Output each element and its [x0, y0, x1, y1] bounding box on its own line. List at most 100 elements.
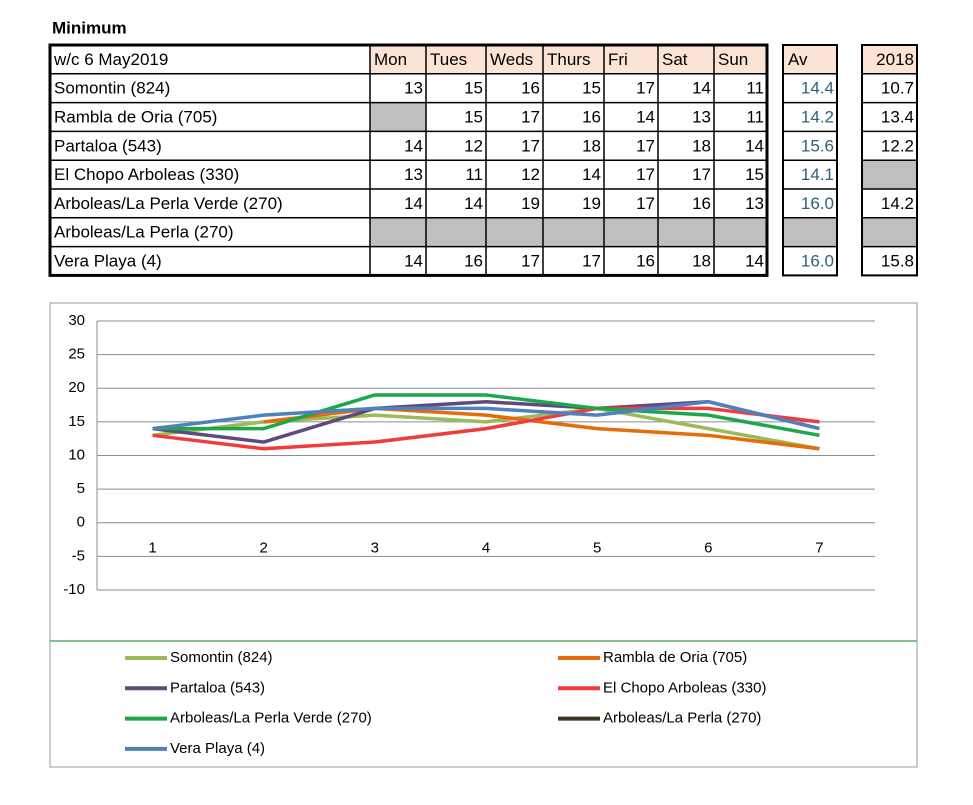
cell: 11 [746, 107, 764, 126]
y-tick-label: 5 [77, 480, 85, 497]
cell: 12 [521, 165, 540, 184]
cell: 13 [404, 79, 423, 98]
cell: 16 [636, 251, 655, 270]
cell: 14.2 [881, 194, 914, 213]
cell: 13.4 [881, 107, 914, 126]
table-border [782, 44, 838, 277]
y-tick-label: 30 [68, 312, 85, 329]
x-tick-label: 3 [371, 540, 379, 557]
cell: 14 [582, 165, 601, 184]
column-header: Tues [430, 50, 467, 69]
row-label: Arboleas/La Perla Verde (270) [54, 194, 283, 213]
cell: 17 [582, 251, 601, 270]
header-cell [370, 45, 426, 74]
cell: 15 [582, 79, 601, 98]
header-cell [604, 45, 658, 74]
column-header: Thurs [547, 50, 590, 69]
cell: 17 [636, 136, 655, 155]
cell: 14 [404, 251, 423, 270]
row-label: El Chopo Arboleas (330) [54, 165, 239, 184]
legend-label: Partaloa (543) [170, 679, 265, 696]
cell: 15.8 [881, 251, 914, 270]
row-label: Rambla de Oria (705) [54, 107, 217, 126]
cell: 14 [404, 136, 423, 155]
header-cell [862, 45, 917, 74]
cell: 14 [745, 251, 764, 270]
x-tick-label: 7 [815, 540, 823, 557]
empty-cell [658, 217, 714, 247]
cell: 17 [521, 136, 540, 155]
column-header: Av [788, 50, 808, 69]
empty-cell [486, 217, 543, 247]
cell: 15 [464, 79, 483, 98]
x-tick-label: 1 [148, 540, 156, 557]
cell: 11 [746, 79, 764, 98]
row-label: Vera Playa (4) [54, 251, 162, 270]
y-tick-label: 20 [68, 379, 85, 396]
x-tick-label: 2 [260, 540, 268, 557]
y-tick-label: -5 [72, 547, 85, 564]
legend-label: Arboleas/La Perla Verde (270) [170, 710, 372, 727]
cell: 14 [692, 79, 711, 98]
table-title: Minimum [52, 18, 127, 37]
cell: 15.6 [801, 136, 834, 155]
cell: 16 [692, 194, 711, 213]
legend-label: Vera Playa (4) [170, 740, 265, 757]
table: w/c 6 May2019 Mon Tues Weds Thurs Fri Sat Sun Av… [48, 43, 918, 277]
row-label: Arboleas/La Perla (270) [54, 223, 234, 242]
cell: 12.2 [881, 136, 914, 155]
header-cell [783, 45, 837, 74]
header-cell [426, 45, 486, 74]
cell: 16 [521, 79, 540, 98]
table-border [861, 44, 918, 277]
y-tick-label: 25 [68, 346, 85, 363]
cell: 15 [464, 107, 483, 126]
cell: 14 [636, 107, 655, 126]
row-label: Somontin (824) [54, 79, 170, 98]
empty-cell [783, 217, 837, 247]
legend-label: Somontin (824) [170, 649, 273, 666]
cell: 17 [692, 165, 711, 184]
cell: 17 [521, 107, 540, 126]
empty-cell [714, 217, 767, 247]
cell: 14.2 [801, 107, 834, 126]
cell: 14 [404, 194, 423, 213]
cell: 14.4 [801, 79, 834, 98]
header-cell [658, 45, 714, 74]
cell: 13 [404, 165, 423, 184]
cell: 17 [636, 79, 655, 98]
cell: 19 [582, 194, 601, 213]
cell: 18 [692, 251, 711, 270]
header-cell [543, 45, 604, 74]
empty-cell [862, 160, 917, 189]
cell: 10.7 [881, 79, 914, 98]
cell: 19 [521, 194, 540, 213]
table-border [48, 43, 769, 277]
column-header: Sun [718, 50, 748, 69]
row-label: Partaloa (543) [54, 136, 162, 155]
cell: 11 [465, 165, 483, 184]
cell: 13 [692, 107, 711, 126]
y-tick-label: 15 [68, 413, 85, 430]
column-header: Mon [374, 50, 407, 69]
y-tick-label: 0 [77, 514, 85, 531]
y-tick-label: -10 [63, 581, 85, 598]
series-line [152, 399, 820, 431]
cell: 12 [464, 136, 483, 155]
cell: 17 [636, 194, 655, 213]
column-header: Weds [490, 50, 533, 69]
cell: 16.0 [801, 251, 834, 270]
series-line [152, 406, 820, 451]
cell: 18 [692, 136, 711, 155]
column-header: Fri [608, 50, 628, 69]
header-cell [714, 45, 767, 74]
empty-cell [543, 217, 604, 247]
chart-frame [49, 302, 918, 768]
empty-cell [426, 217, 486, 247]
legend-label: Rambla de Oria (705) [603, 649, 747, 666]
x-tick-label: 5 [593, 540, 601, 557]
cell: 17 [521, 251, 540, 270]
cell: 16 [464, 251, 483, 270]
legend-label: El Chopo Arboleas (330) [603, 679, 766, 696]
